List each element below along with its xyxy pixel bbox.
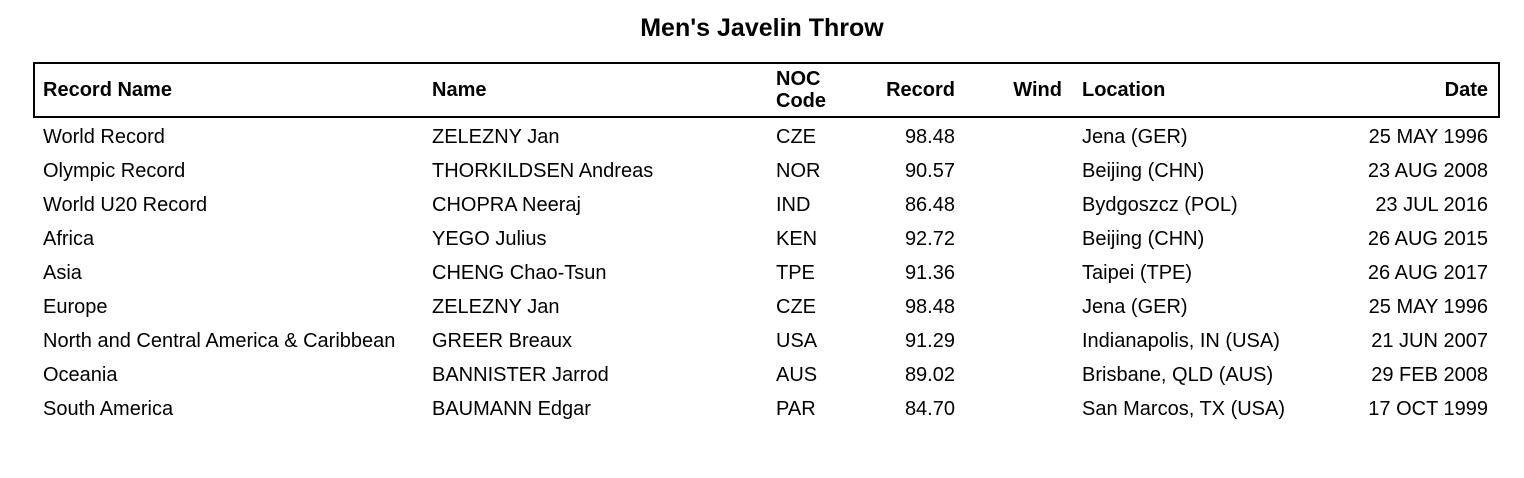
record-name: World Record <box>43 126 165 148</box>
noc-code: CZE <box>776 126 816 148</box>
noc-code: KEN <box>776 228 818 250</box>
location: Bydgoszcz (POL) <box>1082 194 1238 216</box>
record: 90.57 <box>904 160 955 182</box>
record-name: Olympic Record <box>43 160 186 182</box>
header-cell: Name <box>432 79 487 101</box>
date: 26 AUG 2015 <box>1367 228 1488 250</box>
athlete-name: ZELEZNY Jan <box>432 126 560 148</box>
athlete-name: YEGO Julius <box>432 228 547 250</box>
athlete-name: CHOPRA Neeraj <box>432 194 581 216</box>
location: Jena (GER) <box>1082 296 1188 318</box>
location: Jena (GER) <box>1082 126 1188 148</box>
record: 91.29 <box>904 330 955 352</box>
record: 98.48 <box>904 126 955 148</box>
header-box <box>33 62 1500 118</box>
header-cell: Record Name <box>43 79 172 101</box>
record: 92.72 <box>904 228 955 250</box>
location: Brisbane, QLD (AUS) <box>1082 364 1274 386</box>
noc-code: AUS <box>776 364 818 386</box>
location: Taipei (TPE) <box>1082 262 1193 284</box>
athlete-name: CHENG Chao-Tsun <box>432 262 607 284</box>
date: 25 MAY 1996 <box>1368 126 1488 148</box>
noc-code: PAR <box>776 398 816 420</box>
noc-code: CZE <box>776 296 816 318</box>
header-cell: Location <box>1082 79 1166 101</box>
location: Beijing (CHN) <box>1082 228 1205 250</box>
noc-code: TPE <box>776 262 815 284</box>
header-cell: Record <box>886 79 955 101</box>
header-cell: NOC Code <box>776 68 826 112</box>
header-cell: Wind <box>1013 79 1062 101</box>
record-name: Asia <box>43 262 82 284</box>
record-name: World U20 Record <box>43 194 208 216</box>
athlete-name: THORKILDSEN Andreas <box>432 160 654 182</box>
title: Men's Javelin Throw <box>640 14 884 42</box>
record-name: Africa <box>43 228 95 250</box>
date: 23 JUL 2016 <box>1375 194 1488 216</box>
athlete-name: BANNISTER Jarrod <box>432 364 609 386</box>
date: 17 OCT 1999 <box>1368 398 1488 420</box>
athlete-name: BAUMANN Edgar <box>432 398 591 420</box>
date: 26 AUG 2017 <box>1367 262 1488 284</box>
athlete-name: ZELEZNY Jan <box>432 296 560 318</box>
location: San Marcos, TX (USA) <box>1082 398 1286 420</box>
athlete-name: GREER Breaux <box>432 330 573 352</box>
noc-code: NOR <box>776 160 821 182</box>
date: 23 AUG 2008 <box>1367 160 1488 182</box>
noc-code: IND <box>776 194 811 216</box>
record: 86.48 <box>904 194 955 216</box>
date: 29 FEB 2008 <box>1371 364 1488 386</box>
record-name: Oceania <box>43 364 118 386</box>
header-cell: Date <box>1444 79 1488 101</box>
noc-code: USA <box>776 330 818 352</box>
record: 89.02 <box>904 364 955 386</box>
location: Indianapolis, IN (USA) <box>1082 330 1280 352</box>
record: 84.70 <box>904 398 955 420</box>
record-name: South America <box>43 398 174 420</box>
record-name: North and Central America & Caribbean <box>43 330 396 352</box>
date: 21 JUN 2007 <box>1371 330 1488 352</box>
record-name: Europe <box>43 296 108 318</box>
record: 98.48 <box>904 296 955 318</box>
record: 91.36 <box>904 262 955 284</box>
date: 25 MAY 1996 <box>1368 296 1488 318</box>
location: Beijing (CHN) <box>1082 160 1205 182</box>
